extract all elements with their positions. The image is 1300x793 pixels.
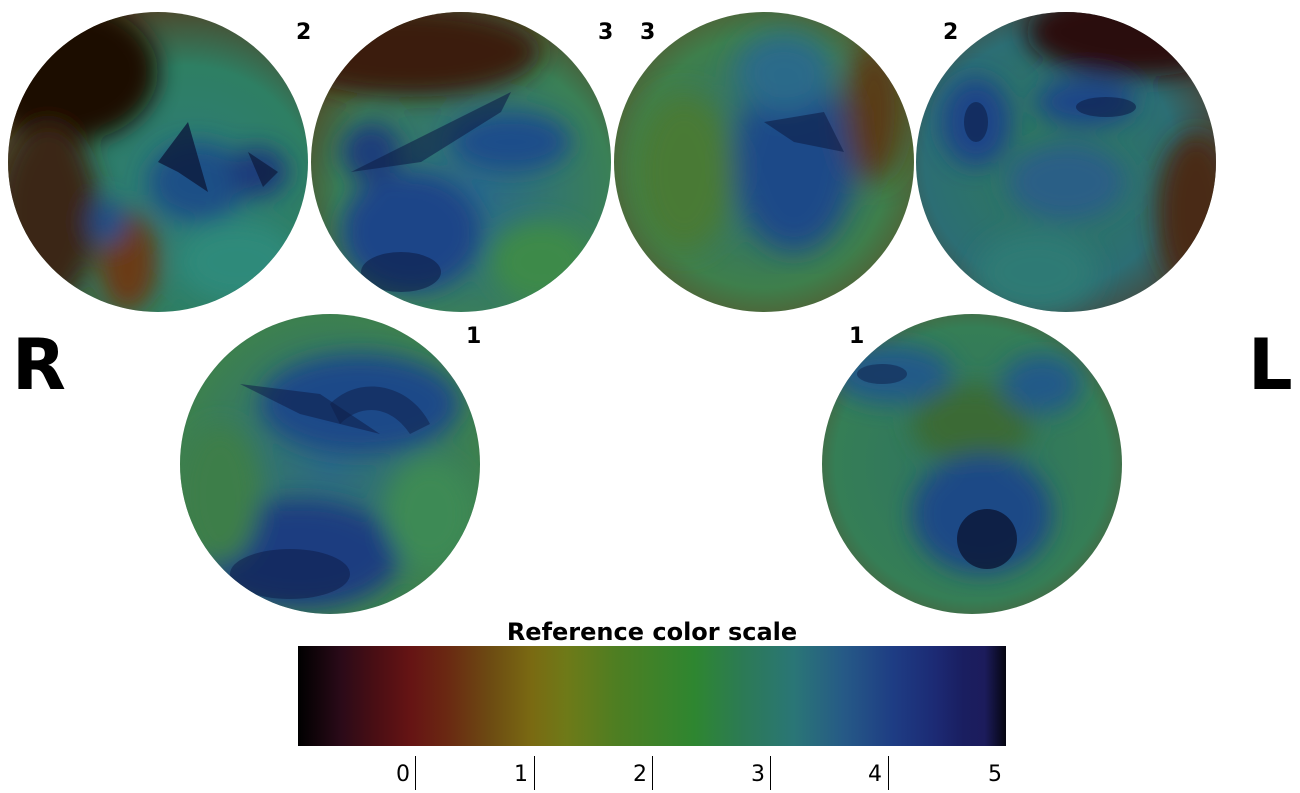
right-side-label: R xyxy=(12,324,66,406)
left-side-label: L xyxy=(1248,324,1293,406)
tick-mark xyxy=(534,756,535,790)
tick-label: 3 xyxy=(751,762,765,787)
tick-label: 5 xyxy=(988,762,1002,787)
color-scale-title: Reference color scale xyxy=(506,618,798,646)
panel-number: 3 xyxy=(640,20,656,45)
color-scale-bar xyxy=(298,646,1006,746)
map-panel xyxy=(311,12,611,312)
tick-label: 0 xyxy=(396,762,410,787)
panel-number: 1 xyxy=(466,324,482,349)
panel-number: 2 xyxy=(943,20,959,45)
map-panel xyxy=(614,12,914,312)
map-panel xyxy=(822,314,1122,614)
panel-number: 2 xyxy=(296,20,312,45)
panel-number: 1 xyxy=(849,324,865,349)
map-panel xyxy=(8,12,308,312)
tick-label: 4 xyxy=(868,762,882,787)
map-panel xyxy=(180,314,480,614)
tick-mark xyxy=(652,756,653,790)
tick-mark xyxy=(770,756,771,790)
panel-number: 3 xyxy=(598,20,614,45)
heatmap-image xyxy=(180,314,480,614)
heatmap-image xyxy=(8,12,308,312)
heatmap-image xyxy=(614,12,914,312)
map-panel xyxy=(916,12,1216,312)
tick-mark xyxy=(888,756,889,790)
tick-label: 1 xyxy=(514,762,528,787)
heatmap-image xyxy=(311,12,611,312)
tick-mark xyxy=(415,756,416,790)
heatmap-image xyxy=(916,12,1216,312)
tick-label: 2 xyxy=(633,762,647,787)
heatmap-image xyxy=(822,314,1122,614)
